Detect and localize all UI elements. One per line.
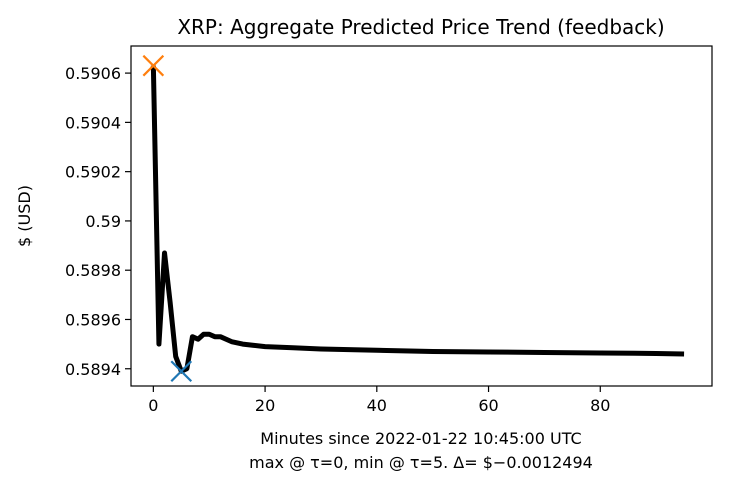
x-axis-subtitle: max @ τ=0, min @ τ=5. Δ= $−0.0012494 (249, 453, 593, 472)
x-axis: 0 20 40 60 80 (148, 386, 610, 415)
y-tick-label: 0.5902 (65, 163, 121, 182)
y-tick-label: 0.59 (85, 212, 121, 231)
marker-layer (142, 54, 193, 382)
y-tick-label: 0.5906 (65, 64, 121, 83)
y-axis: 0.5894 0.5896 0.5898 0.59 0.5902 0.5904 0.5906 (65, 64, 131, 379)
y-tick-label: 0.5904 (65, 113, 121, 132)
y-tick-label: 0.5898 (65, 261, 121, 280)
x-tick-label: 0 (148, 396, 158, 415)
y-tick-label: 0.5896 (65, 310, 121, 329)
x-tick-label: 20 (255, 396, 275, 415)
x-axis-label: Minutes since 2022-01-22 10:45:00 UTC (260, 429, 581, 448)
min-marker (170, 360, 193, 382)
max-marker (142, 54, 165, 77)
plot-area (130, 45, 713, 387)
x-tick-label: 80 (590, 396, 610, 415)
y-tick-label: 0.5894 (65, 360, 121, 379)
x-tick-label: 60 (478, 396, 498, 415)
y-axis-label: $ (USD) (15, 185, 34, 247)
plot-frame (130, 45, 713, 387)
x-tick-label: 40 (367, 396, 387, 415)
series-layer (150, 65, 685, 374)
chart-title: XRP: Aggregate Predicted Price Trend (fe… (177, 15, 664, 39)
series-line-0 (150, 65, 685, 374)
